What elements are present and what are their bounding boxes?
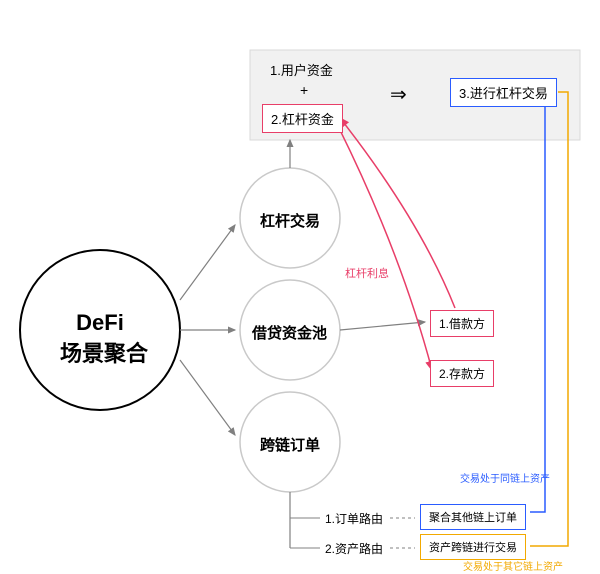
main-title-l1: DeFi (60, 310, 140, 336)
route-l1: 1.订单路由 (325, 510, 383, 527)
blue-box: 聚合其他链上订单 (420, 504, 526, 530)
blue-box-text: 聚合其他链上订单 (429, 512, 517, 524)
orange-box: 资产跨链进行交易 (420, 534, 526, 560)
route-l2: 2.资产路由 (325, 540, 383, 557)
panel-l2-box: 2.杠杆资金 (262, 104, 343, 133)
blue-label: 交易处于同链上资产 (460, 470, 550, 485)
panel-l3-text: 3.进行杠杆交易 (459, 86, 548, 101)
panel-l1: 1.用户资金 (270, 60, 333, 79)
main-title-l2: 场景聚合 (60, 336, 140, 368)
main-title: DeFi 场景聚合 (60, 310, 140, 368)
panel-l3-box: 3.进行杠杆交易 (450, 78, 557, 107)
pink-interest-label: 杠杆利息 (345, 265, 389, 281)
circle-label-1: 杠杆交易 (260, 210, 320, 231)
deposit-text: 2.存款方 (439, 367, 485, 381)
circle-label-2: 借贷资金池 (252, 322, 327, 343)
borrow-text: 1.借款方 (439, 317, 485, 331)
deposit-box: 2.存款方 (430, 360, 494, 387)
panel-arrow: ⇒ (390, 82, 407, 107)
orange-box-text: 资产跨链进行交易 (429, 542, 517, 554)
panel-l2-text: 2.杠杆资金 (271, 112, 334, 127)
orange-label: 交易处于其它链上资产 (463, 558, 563, 573)
panel-plus: + (300, 82, 308, 98)
borrow-box: 1.借款方 (430, 310, 494, 337)
circle-label-3: 跨链订单 (260, 434, 320, 455)
